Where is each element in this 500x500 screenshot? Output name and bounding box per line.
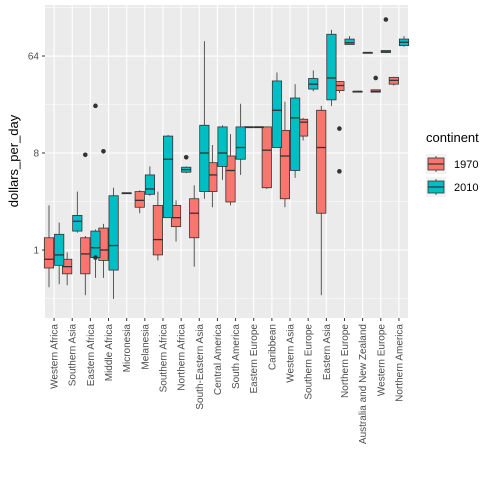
box-body-2010-16	[344, 38, 355, 45]
box-body-2010-6	[162, 135, 174, 219]
legend-title: continent	[426, 130, 479, 145]
legend-key-1970	[426, 154, 446, 174]
box-1970-10	[225, 134, 236, 206]
legend-label-2010: 2010	[454, 182, 478, 194]
box-body-1970-8	[189, 198, 200, 239]
outlier-2010-7-0	[183, 154, 189, 160]
box-1970-17	[352, 90, 363, 93]
legend: continent 1970 2010	[426, 130, 479, 197]
box-2010-11	[253, 126, 264, 129]
x-tick-label-13: Western Asia	[286, 324, 297, 383]
box-1970-8	[189, 185, 200, 267]
box-2010-1	[72, 191, 83, 233]
box-2010-14	[308, 70, 319, 92]
box-1970-13	[279, 101, 291, 208]
x-tick-label-8: South-Eastern Asia	[195, 324, 206, 410]
box-body-1970-5	[134, 191, 145, 208]
box-2010-5	[144, 166, 155, 196]
x-axis-ticks: Western Africa Southern Asia Eastern Afric…	[50, 318, 405, 444]
x-tick-label-19: Northern America	[394, 324, 405, 402]
x-tick-label-6: Southern Africa	[158, 324, 169, 393]
box-body-2010-10	[235, 126, 246, 160]
x-tick-label-16: Northern Europe	[340, 324, 351, 398]
x-tick-label-3: Middle Africa	[104, 324, 115, 382]
box-2010-3	[108, 187, 119, 299]
x-tick-label-1: Southern Asia	[68, 324, 79, 387]
box-1970-18	[370, 75, 381, 93]
outlier-1970-16-1	[337, 169, 342, 174]
x-tick-label-17: Australia and New Zealand	[358, 324, 369, 444]
box-body-1970-0	[43, 237, 55, 269]
box-1970-0	[43, 205, 55, 288]
box-1970-5	[134, 190, 145, 214]
x-tick-label-9: Central America	[213, 324, 224, 396]
box-2010-16	[344, 36, 355, 45]
x-tick-label-18: Western Europe	[376, 324, 387, 397]
box-2010-15	[326, 29, 337, 106]
x-tick-label-5: Melanesia	[140, 324, 151, 370]
box-2010-18	[380, 17, 391, 53]
x-tick-label-12: Caribbean	[267, 324, 278, 370]
y-tick-label-2: 64	[28, 52, 40, 63]
legend-key-2010	[426, 177, 446, 197]
box-2010-8	[199, 41, 210, 199]
box-body-2010-9	[217, 126, 228, 167]
box-1970-2	[80, 152, 91, 296]
box-2010-10	[235, 103, 246, 175]
outlier-1970-16-0	[337, 126, 342, 131]
boxes-layer	[43, 17, 410, 299]
box-body-2010-8	[199, 124, 210, 192]
x-tick-label-11: Eastern Europe	[249, 324, 260, 394]
x-tick-label-10: South America	[231, 324, 242, 389]
box-2010-4	[121, 192, 132, 195]
outlier-2010-2-1	[93, 103, 98, 109]
box-1970-6	[152, 191, 163, 261]
grid-lines	[45, 5, 408, 318]
box-body-2010-0	[54, 233, 65, 266]
box-body-1970-15	[316, 109, 327, 214]
x-tick-label-14: Southern Europe	[304, 324, 315, 400]
box-body-2010-15	[326, 33, 337, 101]
box-2010-13	[290, 84, 301, 178]
box-body-1970-10	[225, 155, 236, 203]
x-tick-label-4: Micronesia	[122, 324, 133, 373]
x-tick-label-7: Northern Africa	[177, 324, 188, 391]
box-1970-12	[261, 126, 272, 189]
box-2010-17	[362, 51, 373, 54]
box-2010-2	[90, 103, 101, 278]
y-tick-label-1: 8	[33, 149, 39, 160]
box-2010-6	[162, 134, 174, 219]
x-tick-label-0: Western Africa	[50, 324, 61, 389]
box-2010-9	[217, 125, 228, 180]
outlier-2010-18-0	[383, 17, 389, 22]
box-body-1970-12	[261, 126, 272, 189]
box-body-2010-2	[90, 230, 101, 258]
box-2010-7	[181, 154, 192, 174]
box-body-1970-2	[80, 237, 91, 275]
box-1970-15	[316, 105, 327, 296]
box-body-2010-5	[144, 174, 155, 195]
legend-label-1970: 1970	[454, 159, 478, 171]
box-body-2010-13	[290, 97, 301, 171]
box-1970-19	[388, 76, 399, 86]
x-tick-label-2: Eastern Africa	[86, 324, 97, 387]
outlier-1970-18-0	[373, 75, 378, 81]
box-2010-0	[54, 222, 65, 285]
box-2010-19	[398, 36, 410, 47]
outlier-1970-2-0	[82, 152, 88, 158]
box-body-2010-1	[72, 214, 83, 232]
box-2010-12	[271, 72, 283, 148]
box-body-1970-13	[279, 129, 291, 200]
box-body-2010-3	[108, 195, 119, 271]
box-body-2010-12	[271, 80, 283, 148]
y-axis-title: dollars_per_day	[6, 114, 21, 207]
box-body-1970-6	[152, 205, 163, 256]
y-tick-label-0: 1	[33, 246, 39, 257]
outlier-2010-2-0	[93, 255, 98, 260]
outlier-1970-3-0	[101, 148, 106, 154]
box-1970-1	[62, 252, 73, 286]
x-tick-label-15: Eastern Asia	[322, 324, 333, 381]
